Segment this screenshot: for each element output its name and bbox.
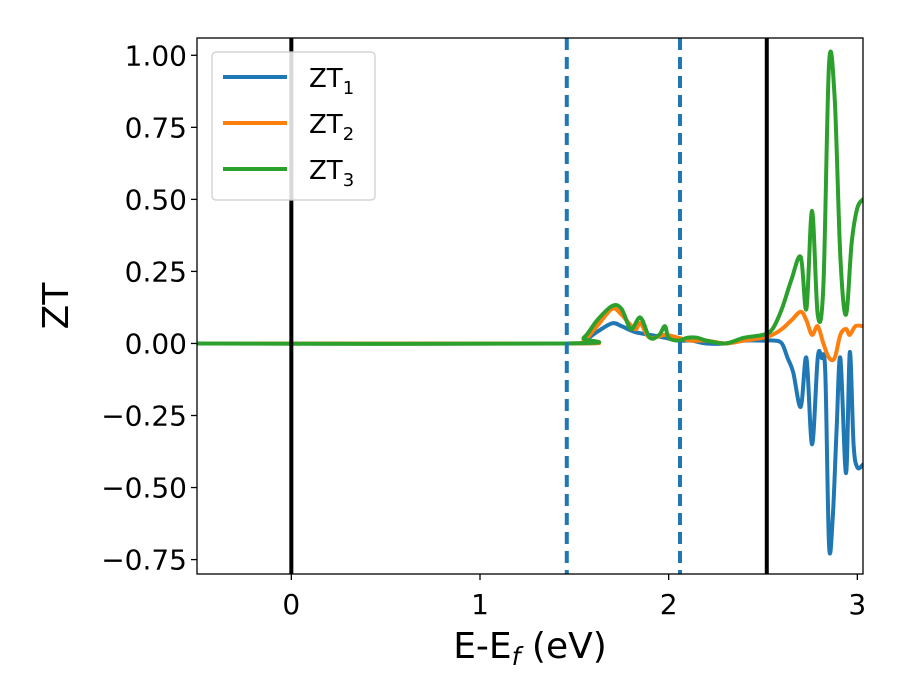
legend-label-zt2: ZT2 (309, 110, 354, 145)
plot-clip-group (197, 38, 863, 574)
y-tick-label: 1.00 (125, 39, 187, 72)
x-tick-label: 2 (660, 588, 678, 621)
y-tick-label: −0.50 (101, 472, 187, 505)
plot-area (197, 38, 863, 574)
x-tick-label: 0 (282, 588, 300, 621)
y-tick-label: 0.50 (125, 183, 187, 216)
legend: ZT1 ZT2 ZT3 (211, 51, 376, 201)
series-line-zt3 (197, 49, 863, 346)
y-tick-label: 0.75 (125, 111, 187, 144)
series-line-zt2 (197, 306, 863, 363)
x-axis-title: E-Ef (eV) (453, 626, 607, 671)
legend-label-zt1: ZT1 (309, 64, 354, 99)
axes-frame (196, 37, 864, 575)
legend-label-zt3: ZT3 (309, 156, 354, 191)
axes: 0 1 2 3 −0.75 −0.50 −0.25 0.00 0.25 0.50 0.75 1.00 (101, 37, 866, 621)
y-tick-label: −0.25 (101, 400, 187, 433)
legend-box (211, 51, 376, 201)
y-tick-label: −0.75 (101, 544, 187, 577)
y-tick-label: 0.25 (125, 255, 187, 288)
y-axis-title: ZT (36, 282, 77, 330)
x-tick-label: 3 (848, 588, 866, 621)
x-tick-label: 1 (471, 588, 489, 621)
y-tick-label: 0.00 (125, 327, 187, 360)
series-line-zt1 (197, 321, 863, 556)
